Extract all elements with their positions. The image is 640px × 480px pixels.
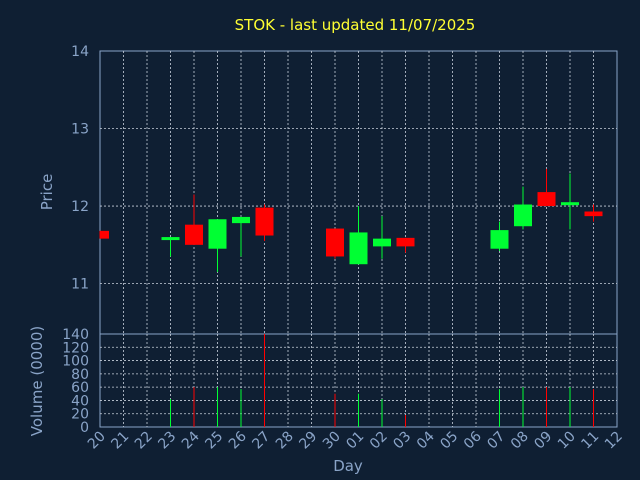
candle-body [161, 237, 180, 241]
candle-body [326, 228, 344, 257]
x-tick-label: 11 [578, 429, 602, 453]
volume-tick-label: 40 [71, 393, 89, 409]
candle-body [349, 232, 368, 265]
candle-body [584, 211, 603, 217]
x-tick-label: 27 [249, 429, 273, 453]
volume-tick-label: 20 [71, 407, 89, 423]
x-tick-label: 26 [226, 428, 250, 452]
price-tick-label: 14 [71, 44, 89, 60]
candle-body [537, 192, 556, 207]
x-tick-label: 21 [108, 429, 132, 453]
x-tick-label: 07 [484, 429, 508, 453]
x-tick-label: 24 [179, 428, 203, 452]
candle-body [514, 204, 532, 227]
price-tick-label: 11 [71, 277, 89, 293]
x-axis-label: Day [333, 457, 363, 475]
x-tick-label: 09 [531, 429, 555, 453]
x-tick-label: 29 [296, 429, 320, 453]
chart-title: STOK - last updated 11/07/2025 [235, 16, 476, 34]
x-tick-label: 08 [508, 429, 532, 453]
x-tick-label: 03 [390, 429, 414, 453]
candle-body [396, 237, 415, 247]
price-tick-label: 12 [71, 199, 89, 215]
x-tick-label: 10 [555, 429, 579, 453]
price-axis-label: Price [38, 174, 56, 211]
candle-body [373, 238, 391, 247]
candle-body [561, 202, 579, 206]
x-tick-label: 30 [320, 429, 344, 453]
volume-tick-label: 80 [71, 367, 89, 383]
candle-body [490, 230, 509, 249]
x-tick-label: 28 [273, 429, 297, 453]
x-tick-label: 06 [461, 428, 485, 452]
candle-body [185, 224, 203, 245]
volume-tick-label: 0 [80, 420, 89, 436]
candle-body [100, 230, 109, 239]
candle-body [208, 219, 227, 249]
candle-body [255, 207, 274, 236]
x-tick-label: 23 [155, 429, 179, 453]
volume-tick-label: 140 [62, 327, 89, 343]
x-tick-label: 25 [202, 429, 226, 453]
candle-body [232, 216, 250, 224]
x-tick-label: 01 [343, 429, 367, 453]
price-tick-label: 13 [71, 122, 89, 138]
volume-axis-label: Volume (0000) [28, 326, 46, 436]
x-tick-label: 12 [602, 429, 626, 453]
x-tick-label: 02 [367, 429, 391, 453]
x-tick-label: 22 [132, 429, 156, 453]
x-tick-label: 05 [437, 429, 461, 453]
volume-tick-label: 100 [62, 354, 89, 370]
x-tick-label: 04 [414, 428, 438, 452]
volume-tick-label: 60 [71, 380, 89, 396]
volume-tick-label: 120 [62, 340, 89, 356]
